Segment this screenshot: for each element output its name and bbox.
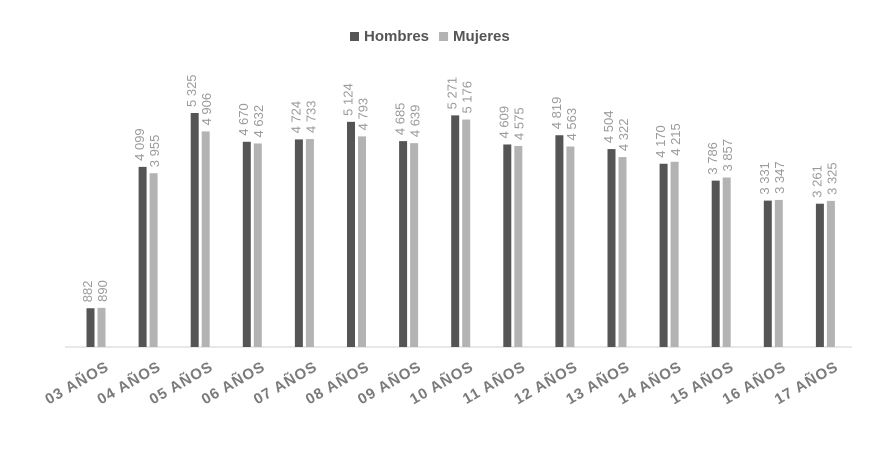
bar (815, 203, 824, 347)
value-label: 5 176 (460, 81, 475, 114)
bar (826, 200, 835, 347)
bar (451, 115, 460, 347)
bar (347, 121, 355, 348)
bar (190, 113, 199, 347)
bar (149, 173, 158, 347)
bar (722, 177, 731, 347)
bar (138, 166, 147, 347)
value-label: 4 793 (355, 98, 370, 131)
value-label: 4 215 (668, 123, 683, 156)
value-label: 3 261 (809, 165, 824, 198)
bar (410, 143, 419, 347)
bar (514, 145, 523, 347)
value-label: 4 733 (303, 100, 318, 133)
value-label: 3 786 (705, 142, 720, 175)
value-label: 5 271 (445, 77, 460, 110)
legend-swatch (350, 32, 359, 41)
bar (566, 146, 575, 347)
value-label: 4 170 (653, 125, 668, 158)
bar (97, 307, 106, 347)
legend-label: Mujeres (453, 28, 510, 45)
value-label: 4 099 (132, 128, 147, 161)
value-label: 4 819 (549, 97, 564, 130)
bar (86, 308, 95, 347)
bar (253, 143, 262, 347)
bar (618, 157, 627, 347)
value-label: 4 724 (288, 101, 303, 134)
value-label: 3 331 (757, 162, 772, 195)
bar (462, 119, 471, 347)
value-label: 4 685 (393, 103, 408, 136)
bar (503, 144, 512, 347)
value-label: 4 639 (408, 105, 423, 138)
value-label: 3 325 (824, 162, 839, 195)
value-label: 4 632 (251, 105, 266, 138)
bar (399, 141, 408, 347)
value-label: 4 906 (199, 93, 214, 126)
value-label: 4 670 (236, 103, 251, 136)
bar (607, 149, 616, 347)
legend-label: Hombres (364, 28, 429, 45)
value-label: 5 325 (184, 74, 199, 107)
bar (670, 161, 679, 347)
value-label: 890 (95, 280, 110, 302)
bar (763, 200, 772, 347)
value-label: 4 322 (616, 119, 631, 152)
legend-swatch (439, 32, 449, 41)
bar (242, 141, 251, 347)
value-label: 3 347 (772, 161, 787, 194)
value-label: 4 504 (601, 111, 616, 144)
bar (774, 199, 783, 347)
bar (711, 180, 720, 347)
value-label: 882 (80, 281, 95, 303)
value-label: 4 575 (512, 107, 527, 140)
bar (305, 139, 314, 347)
bar (659, 163, 668, 347)
value-label: 4 563 (564, 108, 579, 141)
value-label: 3 857 (720, 139, 735, 172)
bar (555, 135, 564, 347)
bar (358, 136, 366, 347)
bar (201, 131, 210, 347)
value-label: 4 609 (497, 106, 512, 139)
bar (294, 139, 303, 347)
value-label: 3 955 (147, 135, 162, 168)
value-label: 5 124 (340, 83, 355, 116)
